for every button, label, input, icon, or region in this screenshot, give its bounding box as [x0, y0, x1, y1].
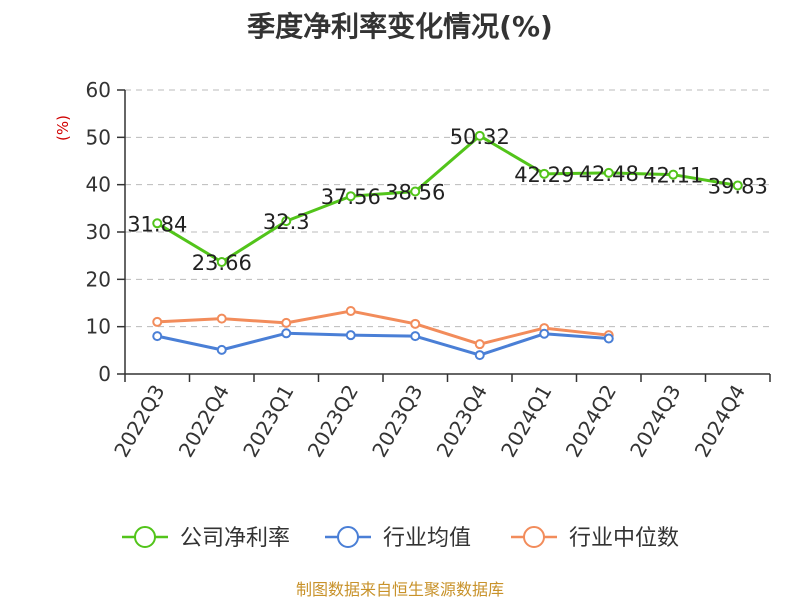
- x-tick-label: 2024Q3: [625, 381, 685, 462]
- y-unit-label: (%): [54, 115, 72, 141]
- data-point: [216, 344, 227, 355]
- x-tick-label: 2024Q2: [561, 381, 621, 462]
- data-label: 23.66: [192, 251, 252, 275]
- x-tick-label: 2022Q3: [109, 381, 169, 462]
- legend-swatch-marker: [523, 526, 545, 548]
- y-tick-label: 40: [86, 173, 111, 197]
- data-point: [539, 328, 550, 339]
- data-point: [345, 191, 356, 202]
- x-tick-label: 2023Q3: [367, 381, 427, 462]
- data-point: [603, 167, 614, 178]
- legend-swatch-marker: [337, 526, 359, 548]
- data-label: 38.56: [385, 180, 445, 204]
- data-point: [281, 328, 292, 339]
- data-point: [410, 331, 421, 342]
- x-tick-label: 2024Q4: [690, 381, 750, 462]
- data-point: [345, 330, 356, 341]
- data-point: [152, 218, 163, 229]
- data-point: [281, 317, 292, 328]
- series-line: [157, 309, 609, 346]
- series-line: [156, 331, 609, 357]
- data-label: 50.32: [450, 125, 510, 149]
- data-point: [474, 130, 485, 141]
- y-tick-label: 10: [86, 315, 111, 339]
- chart-title: 季度净利率变化情况(%): [247, 10, 553, 43]
- x-tick-label: 2023Q4: [432, 381, 492, 462]
- data-point: [732, 180, 743, 191]
- data-label: 32.3: [263, 210, 310, 234]
- y-tick-label: 0: [98, 362, 111, 386]
- x-tick-label: 2023Q2: [303, 381, 363, 462]
- data-source-note: 制图数据来自恒生聚源数据库: [295, 580, 504, 599]
- data-point: [216, 257, 227, 268]
- data-label: 31.84: [127, 212, 187, 236]
- x-tick-label: 2024Q1: [496, 381, 556, 462]
- legend-label: 公司净利率: [180, 526, 290, 551]
- legend-swatch-marker: [134, 526, 156, 548]
- legend-label: 行业中位数: [569, 526, 679, 551]
- y-tick-label: 50: [86, 125, 111, 149]
- data-point: [345, 306, 356, 317]
- data-point: [216, 313, 227, 324]
- y-tick-label: 20: [86, 267, 111, 291]
- data-point: [474, 339, 485, 350]
- data-point: [152, 316, 163, 327]
- data-label: 42.29: [514, 163, 574, 187]
- data-label: 42.11: [643, 164, 703, 188]
- data-point: [152, 331, 163, 342]
- data-point: [474, 350, 485, 361]
- data-point: [539, 168, 550, 179]
- data-point: [603, 333, 614, 344]
- data-point: [410, 186, 421, 197]
- data-label: 39.83: [708, 174, 768, 198]
- data-label: 42.48: [579, 162, 639, 186]
- legend-label: 行业均值: [383, 526, 471, 551]
- x-tick-label: 2022Q4: [174, 381, 234, 462]
- y-tick-label: 60: [86, 78, 111, 102]
- data-point: [668, 169, 679, 180]
- data-label: 37.56: [321, 185, 381, 209]
- series-line: [156, 134, 738, 264]
- data-point: [410, 318, 421, 329]
- x-tick-label: 2023Q1: [238, 381, 298, 462]
- y-tick-label: 30: [86, 220, 111, 244]
- data-point: [281, 216, 292, 227]
